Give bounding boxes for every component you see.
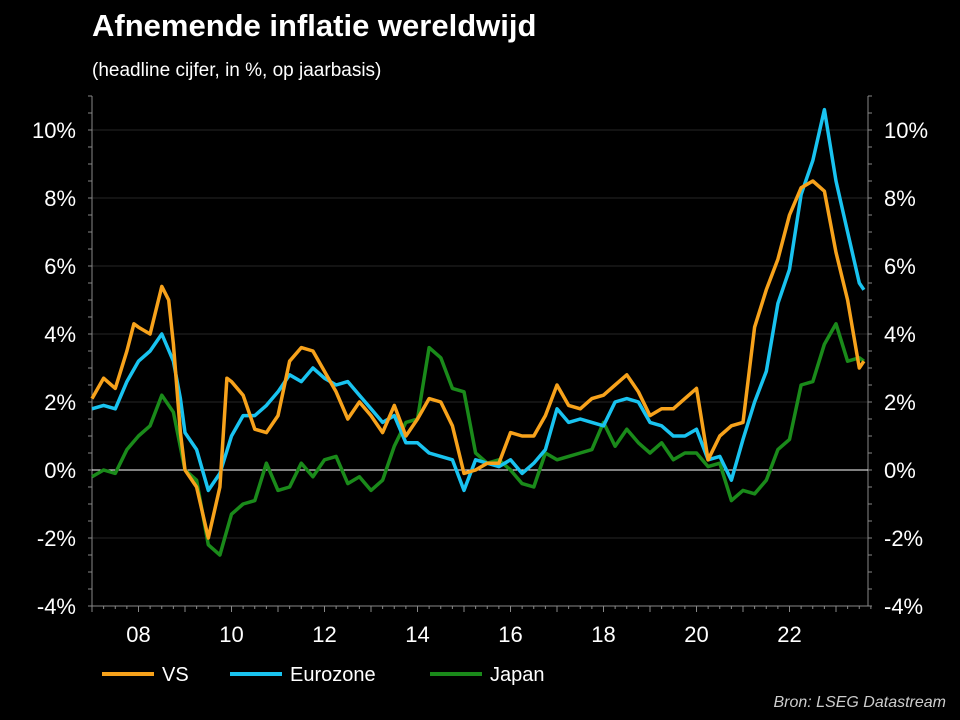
y-tick-label-left: 0% [44, 458, 76, 483]
series-line-vs [90, 179, 866, 540]
x-tick-label: 14 [405, 622, 429, 647]
y-tick-label-right: 10% [884, 118, 928, 143]
source-note: Bron: LSEG Datastream [773, 694, 946, 711]
legend-label-vs: VS [162, 664, 189, 686]
y-tick-label-left: -2% [37, 526, 76, 551]
y-tick-label-left: 10% [32, 118, 76, 143]
y-tick-label-right: -4% [884, 594, 923, 619]
y-tick-label-left: 2% [44, 390, 76, 415]
x-tick-label: 20 [684, 622, 708, 647]
y-tick-label-right: 8% [884, 186, 916, 211]
legend-label-japan: Japan [490, 664, 545, 686]
y-tick-label-right: 2% [884, 390, 916, 415]
series-line-eurozone [91, 107, 866, 493]
y-tick-label-left: 8% [44, 186, 76, 211]
series-line-japan [91, 322, 865, 557]
x-tick-label: 16 [498, 622, 522, 647]
chart-subtitle: (headline cijfer, in %, op jaarbasis) [92, 60, 382, 81]
x-tick-label: 12 [312, 622, 336, 647]
x-tick-label: 08 [126, 622, 150, 647]
y-tick-label-right: -2% [884, 526, 923, 551]
chart-title: Afnemende inflatie wereldwijd [92, 8, 537, 43]
y-tick-label-left: 6% [44, 254, 76, 279]
x-tick-label: 18 [591, 622, 615, 647]
y-tick-label-left: 4% [44, 322, 76, 347]
y-tick-label-right: 4% [884, 322, 916, 347]
y-tick-label-right: 6% [884, 254, 916, 279]
y-tick-label-left: -4% [37, 594, 76, 619]
x-tick-label: 10 [219, 622, 243, 647]
legend-label-eurozone: Eurozone [290, 664, 376, 686]
y-tick-label-right: 0% [884, 458, 916, 483]
x-tick-label: 22 [777, 622, 801, 647]
